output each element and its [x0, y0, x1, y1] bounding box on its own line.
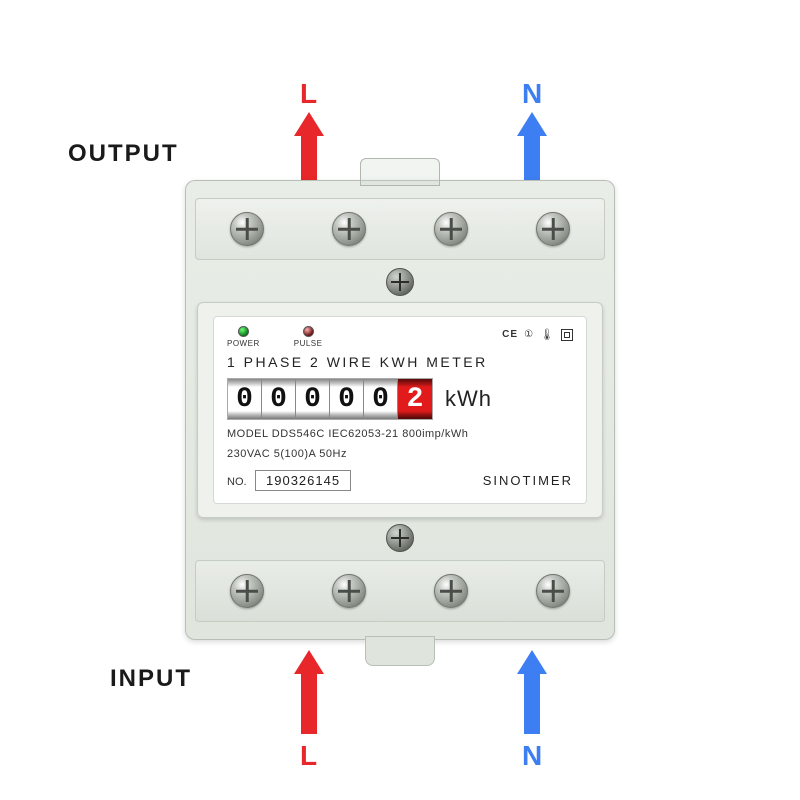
spec-line-2: 230VAC 5(100)A 50Hz: [227, 448, 573, 460]
output-N-letter: N: [522, 78, 542, 110]
serial-label: NO.: [227, 476, 247, 488]
thermometer-icon: 🌡: [540, 328, 555, 341]
counter-digit: 0: [364, 379, 398, 419]
bottom-clip: [365, 636, 435, 666]
kwh-unit: kWh: [445, 386, 492, 412]
output-terminal-row: [195, 198, 605, 260]
input-terminal-row: [195, 560, 605, 622]
spec-line-1: MODEL DDS546C IEC62053-21 800imp/kWh: [227, 428, 573, 440]
counter-digit: 0: [228, 379, 262, 419]
counter-digit: 0: [262, 379, 296, 419]
terminal-screw: [536, 212, 570, 246]
counter-digit: 0: [330, 379, 364, 419]
terminal-screw: [536, 574, 570, 608]
kwh-counter: 0 0 0 0 0 2: [227, 378, 433, 420]
top-clip: [360, 158, 440, 186]
pulse-led: [303, 326, 314, 337]
output-L-letter: L: [300, 78, 317, 110]
terminal-screw: [230, 574, 264, 608]
terminal-screw: [434, 212, 468, 246]
pulse-led-label: PULSE: [294, 339, 323, 348]
cover-screw-top: [386, 268, 414, 296]
terminal-screw: [332, 574, 366, 608]
energy-meter-device: CE ① 🌡 POWER PULSE 1 PHASE 2 WIRE KWH ME…: [185, 180, 615, 640]
meter-face: CE ① 🌡 POWER PULSE 1 PHASE 2 WIRE KWH ME…: [197, 302, 603, 518]
power-led-label: POWER: [227, 339, 260, 348]
double-insulation-icon: [561, 329, 573, 341]
input-L-letter: L: [300, 740, 317, 772]
counter-digit: 0: [296, 379, 330, 419]
terminal-screw: [332, 212, 366, 246]
class-mark: ①: [524, 329, 534, 340]
terminal-screw: [230, 212, 264, 246]
terminal-screw: [434, 574, 468, 608]
input-N-letter: N: [522, 740, 542, 772]
cert-icons: CE ① 🌡: [502, 328, 573, 341]
counter-digit-decimal: 2: [398, 379, 432, 419]
serial-number: 190326145: [255, 470, 351, 491]
output-label: OUTPUT: [68, 140, 179, 168]
meter-title: 1 PHASE 2 WIRE KWH METER: [227, 354, 573, 370]
ce-mark: CE: [502, 329, 518, 340]
power-led: [238, 326, 249, 337]
meter-label-panel: CE ① 🌡 POWER PULSE 1 PHASE 2 WIRE KWH ME…: [213, 316, 587, 504]
input-label: INPUT: [110, 665, 192, 693]
cover-screw-bottom: [386, 524, 414, 552]
brand-name: SINOTIMER: [483, 473, 573, 488]
